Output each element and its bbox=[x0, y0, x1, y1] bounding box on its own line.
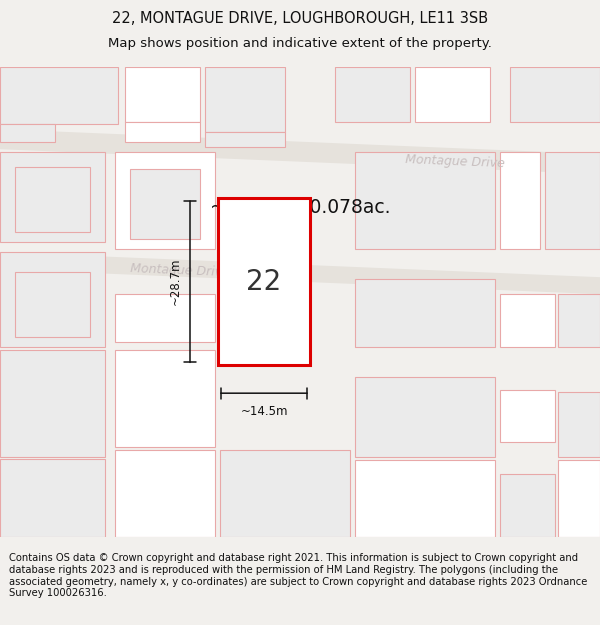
Bar bbox=[355, 279, 495, 348]
Bar bbox=[125, 122, 200, 142]
Bar bbox=[115, 152, 215, 249]
Bar bbox=[500, 390, 555, 442]
Bar bbox=[510, 67, 600, 122]
Bar bbox=[558, 460, 600, 537]
Text: ~28.7m: ~28.7m bbox=[169, 258, 182, 306]
Bar bbox=[545, 152, 600, 249]
Bar bbox=[355, 152, 495, 249]
Text: Map shows position and indicative extent of the property.: Map shows position and indicative extent… bbox=[108, 38, 492, 50]
Bar bbox=[218, 198, 310, 365]
Bar bbox=[500, 152, 540, 249]
Polygon shape bbox=[0, 252, 600, 294]
Bar bbox=[115, 294, 215, 343]
Bar bbox=[205, 67, 285, 132]
Text: ~14.5m: ~14.5m bbox=[240, 405, 288, 418]
Bar bbox=[355, 377, 495, 457]
Text: 22: 22 bbox=[247, 268, 281, 296]
Bar bbox=[500, 294, 555, 348]
Bar bbox=[0, 67, 118, 124]
Bar bbox=[115, 350, 215, 447]
Bar bbox=[500, 474, 555, 537]
Text: ~314m²/~0.078ac.: ~314m²/~0.078ac. bbox=[210, 198, 391, 217]
Text: Montague Drive: Montague Drive bbox=[130, 262, 230, 279]
Bar bbox=[0, 152, 105, 242]
Bar bbox=[558, 294, 600, 348]
Bar bbox=[0, 459, 105, 537]
Text: Contains OS data © Crown copyright and database right 2021. This information is : Contains OS data © Crown copyright and d… bbox=[9, 553, 587, 598]
Bar bbox=[0, 252, 105, 348]
Bar bbox=[115, 450, 215, 537]
Bar bbox=[335, 67, 410, 122]
Bar bbox=[15, 167, 90, 232]
Bar bbox=[130, 169, 200, 239]
Bar bbox=[0, 124, 55, 142]
Bar bbox=[205, 132, 285, 147]
Text: Montague Drive: Montague Drive bbox=[405, 152, 505, 170]
Bar bbox=[220, 450, 350, 537]
Text: 22, MONTAGUE DRIVE, LOUGHBOROUGH, LE11 3SB: 22, MONTAGUE DRIVE, LOUGHBOROUGH, LE11 3… bbox=[112, 11, 488, 26]
Bar bbox=[558, 392, 600, 457]
Bar bbox=[15, 272, 90, 338]
Bar bbox=[0, 350, 105, 457]
Bar bbox=[125, 67, 200, 122]
Bar bbox=[355, 460, 495, 537]
Polygon shape bbox=[0, 129, 600, 174]
Bar bbox=[415, 67, 490, 122]
